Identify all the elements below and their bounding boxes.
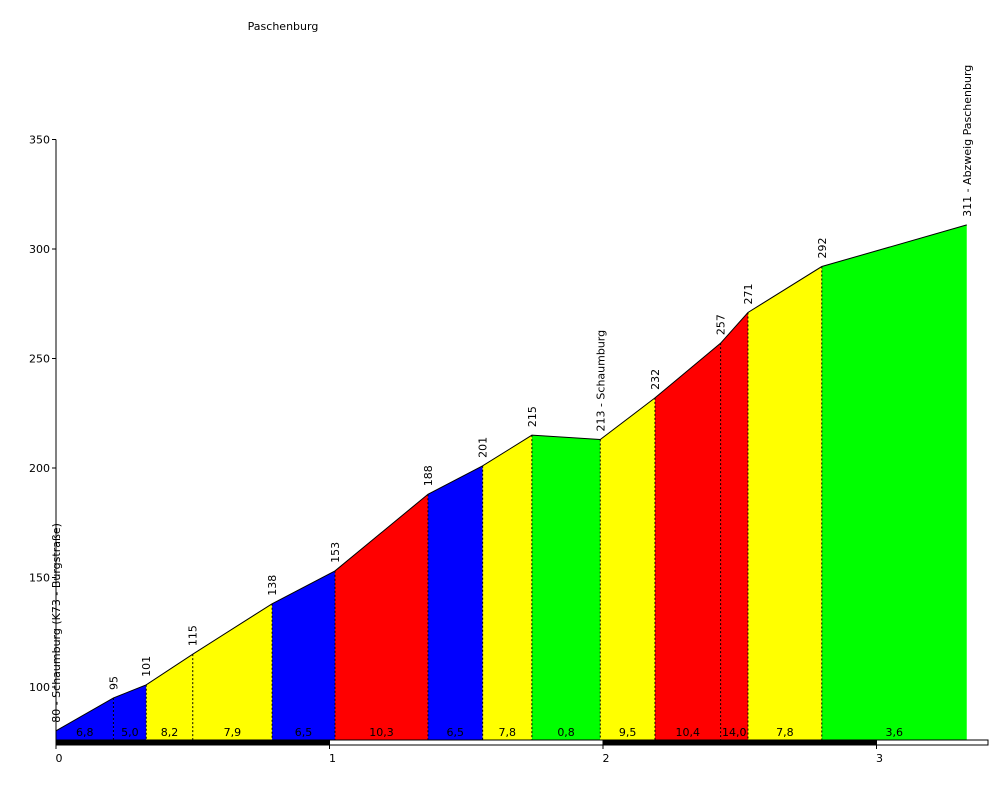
segment-fill: [531, 435, 601, 740]
segment-fill: [56, 697, 114, 740]
segment-fill: [113, 684, 147, 740]
elevation-label: 95: [107, 676, 120, 690]
gradient-label: 7,9: [224, 726, 242, 739]
elevation-label: 101: [140, 656, 153, 677]
axes-layer: 100 150 200 250 300 350 0 1 2 3: [29, 134, 989, 765]
y-tick-label: 350: [29, 134, 50, 147]
segment-fill: [427, 465, 483, 740]
segment-fill: [192, 603, 273, 740]
x-scale-bar-segment: [602, 739, 877, 746]
segment-fill: [600, 397, 655, 740]
gradient-label: 14,0: [722, 726, 747, 739]
elevation-labels-layer: 80 - Schaumburg (K73 - Burgstraße) 95 101 1…: [50, 65, 974, 723]
segment-fill: [272, 570, 335, 740]
gradient-label: 7,8: [499, 726, 517, 739]
elevation-label: 153: [329, 542, 342, 563]
x-tick-label: 3: [876, 752, 883, 765]
segment-fill: [821, 224, 967, 740]
y-tick-label: 200: [29, 462, 50, 475]
gradient-label: 9,5: [619, 726, 637, 739]
x-scale-bar-segment: [876, 739, 989, 746]
elevation-label: 271: [742, 284, 755, 305]
elevation-label: 311 - Abzweig Paschenburg: [961, 65, 974, 217]
y-tick-label: 100: [29, 681, 50, 694]
y-tick-label: 150: [29, 572, 50, 585]
elevation-label: 201: [477, 437, 490, 458]
profile-line-layer: [55, 224, 967, 732]
gradient-label: 6,8: [76, 726, 94, 739]
elevation-label: 188: [422, 465, 435, 486]
gradient-label: 5,0: [121, 726, 139, 739]
profile-line: [55, 224, 967, 732]
segment-fill: [654, 343, 721, 740]
x-tick-label: 2: [603, 752, 610, 765]
elevation-label: 292: [816, 238, 829, 259]
gradient-label: 0,8: [557, 726, 575, 739]
x-scale-bar-segment: [55, 739, 330, 746]
y-tick-label: 300: [29, 243, 50, 256]
segment-fill: [482, 435, 532, 740]
segment-fill: [334, 494, 428, 740]
gradient-label: 7,8: [776, 726, 794, 739]
gradient-label: 8,2: [161, 726, 179, 739]
x-tick-label: 1: [329, 752, 336, 765]
segment-fill: [146, 654, 193, 740]
elevation-label: 138: [266, 575, 279, 596]
x-tick-label: 0: [56, 752, 63, 765]
gradient-labels-layer: 6,8 5,0 8,2 7,9 6,5 10,3 6,5 7,8 0,8 9,5 10,4 14,0 7…: [76, 726, 903, 739]
elevation-label: 257: [715, 314, 728, 335]
elevation-label: 215: [526, 406, 539, 427]
x-scale-bar-segment: [329, 739, 604, 746]
segments-layer: [56, 224, 967, 740]
gradient-label: 10,4: [676, 726, 701, 739]
elevation-label: 115: [187, 625, 200, 646]
gradient-label: 3,6: [886, 726, 904, 739]
gradient-label: 6,5: [447, 726, 465, 739]
segment-fill: [747, 266, 822, 740]
y-tick-label: 250: [29, 353, 50, 366]
segment-fill: [720, 312, 748, 740]
gradient-label: 10,3: [369, 726, 394, 739]
elevation-label: 232: [649, 369, 662, 390]
chart-title: Paschenburg: [248, 20, 319, 33]
elevation-label: 80 - Schaumburg (K73 - Burgstraße): [50, 523, 63, 723]
gradient-label: 6,5: [295, 726, 313, 739]
elevation-label: 213 - Schaumburg: [594, 330, 607, 432]
